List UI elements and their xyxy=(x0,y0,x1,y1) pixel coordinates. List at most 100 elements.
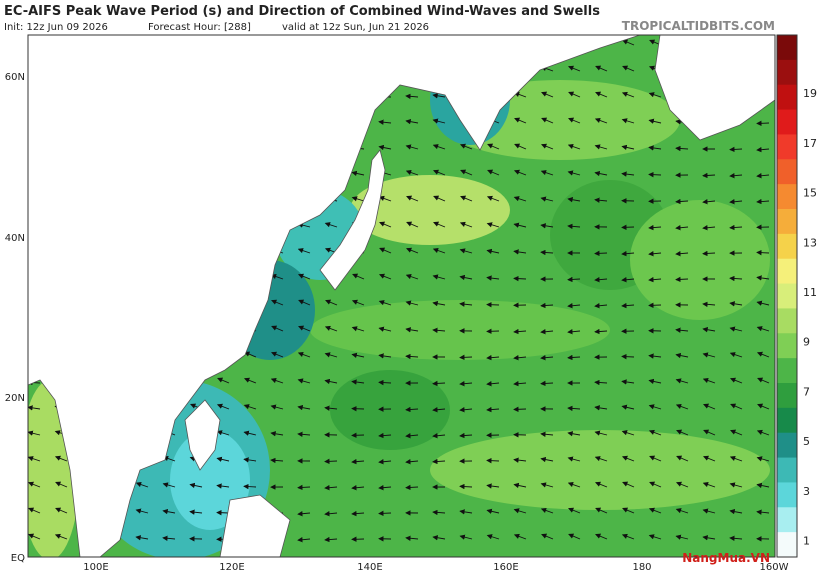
arrow xyxy=(28,481,41,488)
arrow xyxy=(243,430,257,436)
arrow xyxy=(460,195,473,202)
colorbar-label: 5 xyxy=(803,435,810,448)
colorbar-bin xyxy=(777,407,797,434)
arrow xyxy=(432,118,446,124)
arrow xyxy=(432,300,446,307)
arrow xyxy=(405,93,419,100)
arrow xyxy=(541,143,554,150)
arrow xyxy=(702,327,716,333)
arrow xyxy=(351,510,365,517)
arrow xyxy=(486,457,500,464)
arrow xyxy=(162,508,176,515)
asia-land xyxy=(28,35,641,557)
arrow xyxy=(675,534,689,540)
arrow xyxy=(324,378,338,385)
colorbar-bin xyxy=(777,283,797,309)
source: TROPICALTIDBITS.COM xyxy=(622,19,775,33)
arrow xyxy=(541,117,554,124)
arrow xyxy=(621,430,635,436)
arrow xyxy=(648,404,662,410)
colorbar-bin xyxy=(777,308,797,334)
colorbar-label: 19 xyxy=(803,87,817,100)
arrow xyxy=(297,431,311,437)
arrow xyxy=(459,407,473,413)
valid: valid at 12z Sun, Jun 21 2026 xyxy=(282,22,429,33)
arrow xyxy=(406,221,419,228)
arrow xyxy=(297,537,311,543)
arrow xyxy=(702,377,716,384)
arrow xyxy=(594,405,608,411)
arrow xyxy=(378,432,392,439)
arrow xyxy=(433,221,446,228)
arrow xyxy=(621,91,635,98)
arrow xyxy=(270,431,284,437)
arrow xyxy=(729,146,743,153)
arrow xyxy=(756,146,770,153)
arrow xyxy=(540,196,554,202)
arrow xyxy=(54,455,68,462)
arrow xyxy=(567,329,581,335)
arrow xyxy=(459,354,473,361)
arrow xyxy=(541,533,554,540)
arrow xyxy=(568,91,581,98)
arrow xyxy=(513,355,527,361)
arrow xyxy=(702,301,716,308)
arrow xyxy=(297,484,311,491)
arrow xyxy=(243,404,257,410)
arrow xyxy=(702,225,716,231)
arrow xyxy=(621,404,635,410)
arrow xyxy=(486,195,500,202)
arrow xyxy=(648,378,662,385)
arrow xyxy=(298,325,311,332)
arrow xyxy=(756,249,770,256)
arrow xyxy=(622,65,635,72)
arrow xyxy=(378,353,392,359)
colorbar-label: 15 xyxy=(803,187,817,200)
arrow xyxy=(243,483,257,490)
colorbar-label: 11 xyxy=(803,286,817,299)
arrow xyxy=(487,143,500,150)
arrow xyxy=(540,431,554,437)
arrow xyxy=(324,484,338,491)
arrow xyxy=(595,481,608,488)
arrow xyxy=(621,455,635,462)
watermark: NangMua.VN xyxy=(682,551,770,565)
arrow xyxy=(675,508,689,514)
arrow xyxy=(648,534,662,540)
arrow xyxy=(567,276,581,283)
arrow xyxy=(648,353,662,359)
arrow xyxy=(756,275,770,281)
arrow xyxy=(568,65,581,72)
colorbar-bin xyxy=(777,457,797,483)
arrow xyxy=(297,351,311,358)
arrow xyxy=(648,224,662,231)
colorbar-bin xyxy=(777,258,797,285)
arrow xyxy=(324,222,338,228)
arrow xyxy=(730,377,743,384)
arrow xyxy=(648,171,662,178)
arrow xyxy=(594,117,608,124)
arrow xyxy=(271,299,284,306)
arrow xyxy=(729,508,743,515)
arrow xyxy=(297,248,311,254)
arrow xyxy=(729,535,743,542)
arrow xyxy=(405,484,419,491)
colorbar-label: 7 xyxy=(803,385,810,398)
arrow xyxy=(594,456,608,462)
arrow xyxy=(378,379,392,386)
colorbar-bin xyxy=(777,209,797,235)
arrow xyxy=(406,247,419,254)
arrow xyxy=(675,198,689,205)
arrow xyxy=(459,274,473,281)
arrow xyxy=(756,351,770,358)
title: EC-AIFS Peak Wave Period (s) and Directi… xyxy=(4,4,600,19)
arrow xyxy=(189,482,203,489)
arrow xyxy=(433,169,446,176)
arrow xyxy=(621,171,635,177)
arrow xyxy=(675,327,689,333)
arrow xyxy=(271,351,284,358)
arrow xyxy=(594,328,608,335)
arrow xyxy=(55,481,68,488)
arrow xyxy=(540,249,554,256)
arrow xyxy=(28,430,41,436)
